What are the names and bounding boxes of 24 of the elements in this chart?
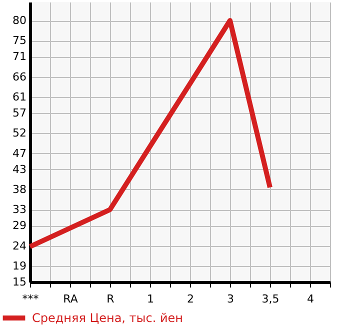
x-tick-label: R	[106, 292, 115, 306]
x-tick-label: ***	[22, 292, 40, 306]
y-tick-label: 57	[12, 106, 26, 120]
y-tick-label: 66	[12, 70, 26, 84]
y-tick-label: 38	[12, 182, 26, 196]
y-tick-label: 43	[12, 162, 26, 176]
y-tick-label: 61	[12, 90, 26, 104]
x-tick-label: 2	[187, 292, 194, 306]
x-tick-label: RA	[63, 292, 78, 306]
y-tick-label: 19	[12, 259, 26, 272]
x-tick-label: 3,5	[262, 292, 280, 306]
y-tick-label: 52	[12, 126, 26, 140]
y-tick-label: 75	[12, 34, 26, 48]
y-tick-label: 47	[12, 146, 26, 160]
y-tick-label: 33	[12, 203, 26, 216]
y-tick-label: 15	[12, 276, 26, 288]
legend-label: Средняя Цена, тыс. йен	[32, 311, 184, 325]
y-tick-label: 80	[12, 14, 26, 28]
y-tick-label: 71	[12, 50, 26, 64]
y-tick-label: 29	[12, 219, 26, 232]
x-tick-label: 1	[147, 292, 154, 306]
x-tick-label: 4	[307, 292, 314, 306]
x-tick-label: 3	[227, 292, 234, 306]
y-tick-label: 24	[12, 239, 26, 252]
